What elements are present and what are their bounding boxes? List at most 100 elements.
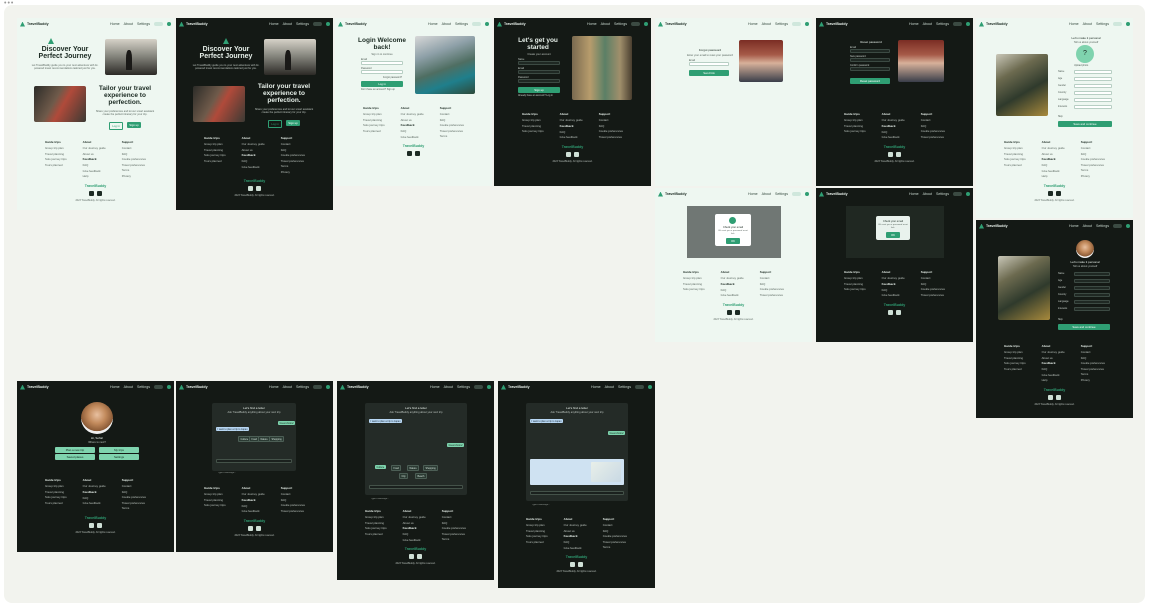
- nav-about[interactable]: About: [282, 385, 292, 389]
- profile-avatar[interactable]: [81, 402, 113, 434]
- avatar[interactable]: [966, 192, 970, 196]
- signup-submit-button[interactable]: Sign up: [518, 87, 560, 93]
- nav-settings[interactable]: Settings: [775, 22, 788, 26]
- facebook-icon[interactable]: [97, 190, 102, 196]
- nav-about[interactable]: About: [761, 22, 771, 26]
- instagram-icon[interactable]: [727, 309, 732, 315]
- theme-toggle[interactable]: [631, 22, 640, 26]
- brand-logo[interactable]: TravelBuddy: [658, 191, 687, 197]
- login-link[interactable]: Already have an account? Log in: [518, 94, 553, 97]
- email-field[interactable]: [361, 61, 403, 65]
- option-chip-shopping[interactable]: Shopping: [423, 465, 439, 471]
- facebook-icon[interactable]: [97, 522, 102, 528]
- instagram-icon[interactable]: [89, 190, 94, 196]
- country-field[interactable]: [1074, 91, 1112, 95]
- avatar[interactable]: [805, 192, 809, 196]
- option-chip-nature[interactable]: Nature: [407, 465, 420, 471]
- name-field[interactable]: [1074, 272, 1110, 276]
- nav-home[interactable]: Home: [591, 385, 601, 389]
- theme-toggle[interactable]: [472, 22, 481, 26]
- nav-settings[interactable]: Settings: [137, 22, 150, 26]
- avatar-placeholder[interactable]: ?: [1076, 45, 1094, 63]
- instagram-icon[interactable]: [888, 309, 893, 315]
- avatar[interactable]: [485, 22, 489, 26]
- nav-settings[interactable]: Settings: [137, 385, 150, 389]
- facebook-icon[interactable]: [735, 309, 740, 315]
- plan-trip-button[interactable]: Plan a new trip: [55, 447, 95, 453]
- facebook-icon[interactable]: [417, 554, 422, 559]
- theme-toggle[interactable]: [313, 22, 322, 26]
- nav-settings[interactable]: Settings: [455, 22, 468, 26]
- nav-about[interactable]: About: [922, 22, 932, 26]
- brand-logo[interactable]: TravelBuddy: [658, 21, 687, 27]
- avatar[interactable]: [1126, 22, 1130, 26]
- nav-home[interactable]: Home: [909, 22, 919, 26]
- facebook-icon[interactable]: [574, 151, 579, 157]
- chat-input[interactable]: Type a message...: [369, 485, 463, 500]
- instagram-icon[interactable]: [89, 522, 94, 528]
- send-link-button[interactable]: Send link: [689, 70, 729, 76]
- facebook-icon[interactable]: [896, 309, 901, 315]
- brand-logo[interactable]: TravelBuddy: [179, 21, 208, 27]
- skip-link[interactable]: Skip: [1058, 115, 1063, 118]
- instagram-icon[interactable]: [409, 554, 414, 559]
- country-field[interactable]: [1074, 293, 1110, 297]
- nav-home[interactable]: Home: [428, 22, 438, 26]
- nav-settings[interactable]: Settings: [296, 22, 309, 26]
- theme-toggle[interactable]: [792, 22, 801, 26]
- theme-toggle[interactable]: [635, 385, 644, 389]
- instagram-icon[interactable]: [248, 186, 253, 191]
- theme-toggle[interactable]: [474, 385, 483, 389]
- save-continue-button[interactable]: Save and continue: [1058, 324, 1110, 330]
- nav-settings[interactable]: Settings: [1096, 224, 1109, 228]
- nav-about[interactable]: About: [123, 22, 133, 26]
- nav-about[interactable]: About: [604, 385, 614, 389]
- brand-logo[interactable]: TravelBuddy: [979, 21, 1008, 27]
- nav-settings[interactable]: Settings: [618, 385, 631, 389]
- theme-toggle[interactable]: [1113, 22, 1122, 26]
- nav-home[interactable]: Home: [110, 385, 120, 389]
- nav-home[interactable]: Home: [430, 385, 440, 389]
- avatar[interactable]: [1126, 224, 1130, 228]
- modal-ok-button[interactable]: OK: [886, 232, 900, 238]
- chat-input[interactable]: Type a message...: [216, 459, 292, 474]
- brand-logo[interactable]: TravelBuddy: [819, 191, 848, 197]
- signup-button[interactable]: Sign up: [127, 122, 141, 128]
- language-field[interactable]: [1074, 98, 1112, 102]
- avatar[interactable]: [326, 22, 330, 26]
- avatar[interactable]: [644, 22, 648, 26]
- instagram-icon[interactable]: [888, 151, 893, 157]
- password-field[interactable]: [361, 70, 403, 74]
- nav-home[interactable]: Home: [748, 22, 758, 26]
- theme-toggle[interactable]: [154, 22, 163, 26]
- instagram-icon[interactable]: [1048, 394, 1053, 400]
- new-password-field[interactable]: [850, 58, 890, 62]
- avatar[interactable]: [805, 22, 809, 26]
- avatar[interactable]: [648, 385, 652, 389]
- signup-button[interactable]: Sign up: [286, 120, 300, 126]
- instagram-icon[interactable]: [1048, 190, 1053, 196]
- brand-logo[interactable]: TravelBuddy: [497, 21, 526, 27]
- gender-field[interactable]: [1074, 84, 1112, 88]
- facebook-icon[interactable]: [896, 151, 901, 157]
- interests-field[interactable]: [1074, 105, 1112, 109]
- login-button[interactable]: Log in: [268, 120, 282, 128]
- nav-about[interactable]: About: [761, 192, 771, 196]
- option-chip-culture[interactable]: Culture: [375, 465, 386, 469]
- nav-home[interactable]: Home: [269, 22, 279, 26]
- brand-logo[interactable]: TravelBuddy: [819, 21, 848, 27]
- nav-home[interactable]: Home: [909, 192, 919, 196]
- login-submit-button[interactable]: Log in: [361, 81, 403, 87]
- age-field[interactable]: [1074, 279, 1110, 283]
- map-thumbnail[interactable]: [591, 462, 621, 482]
- interests-field[interactable]: [1074, 307, 1110, 311]
- brand-logo[interactable]: TravelBuddy: [979, 223, 1008, 229]
- profile-avatar[interactable]: [1076, 240, 1094, 258]
- brand-logo[interactable]: TravelBuddy: [338, 21, 367, 27]
- my-trips-button[interactable]: My trips: [99, 447, 139, 453]
- facebook-icon[interactable]: [256, 186, 261, 191]
- facebook-icon[interactable]: [578, 562, 583, 567]
- language-field[interactable]: [1074, 300, 1110, 304]
- nav-settings[interactable]: Settings: [457, 385, 470, 389]
- option-chip-shopping[interactable]: Shopping: [269, 436, 285, 442]
